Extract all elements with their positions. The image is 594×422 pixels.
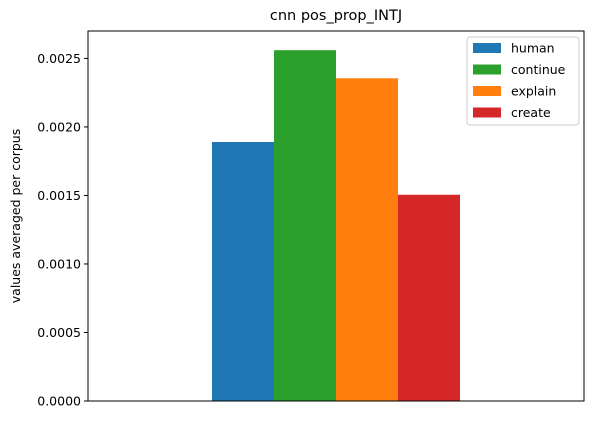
y-tick-label: 0.0015 bbox=[37, 188, 81, 203]
y-axis-ticks: 0.0000 0.0005 0.0010 0.0015 0.0020 0.0025 bbox=[37, 51, 88, 409]
legend-label-explain: explain bbox=[511, 84, 556, 99]
legend-label-continue: continue bbox=[511, 62, 566, 77]
legend-swatch-continue bbox=[473, 64, 501, 75]
bars-group bbox=[212, 50, 460, 402]
legend: human continue explain create bbox=[466, 36, 580, 126]
bar-continue bbox=[274, 50, 336, 402]
plot-frame bbox=[87, 30, 585, 402]
y-tick-label: 0.0010 bbox=[37, 256, 81, 271]
chart-title: cnn pos_prop_INTJ bbox=[270, 8, 402, 24]
legend-box bbox=[466, 36, 580, 126]
legend-label-human: human bbox=[511, 41, 555, 56]
y-tick-label: 0.0000 bbox=[37, 394, 81, 409]
y-tick-label: 0.0020 bbox=[37, 119, 81, 134]
legend-swatch-human bbox=[473, 43, 501, 53]
y-axis-label: values averaged per corpus bbox=[8, 129, 23, 303]
bar-human bbox=[212, 142, 274, 401]
y-tick-label: 0.0005 bbox=[37, 325, 81, 340]
legend-label-create: create bbox=[511, 105, 551, 120]
y-tick-label: 0.0025 bbox=[37, 51, 81, 66]
legend-swatch-explain bbox=[473, 86, 501, 96]
bar-create bbox=[398, 194, 460, 401]
legend-swatch-create bbox=[473, 107, 501, 118]
bar-explain bbox=[336, 78, 398, 402]
